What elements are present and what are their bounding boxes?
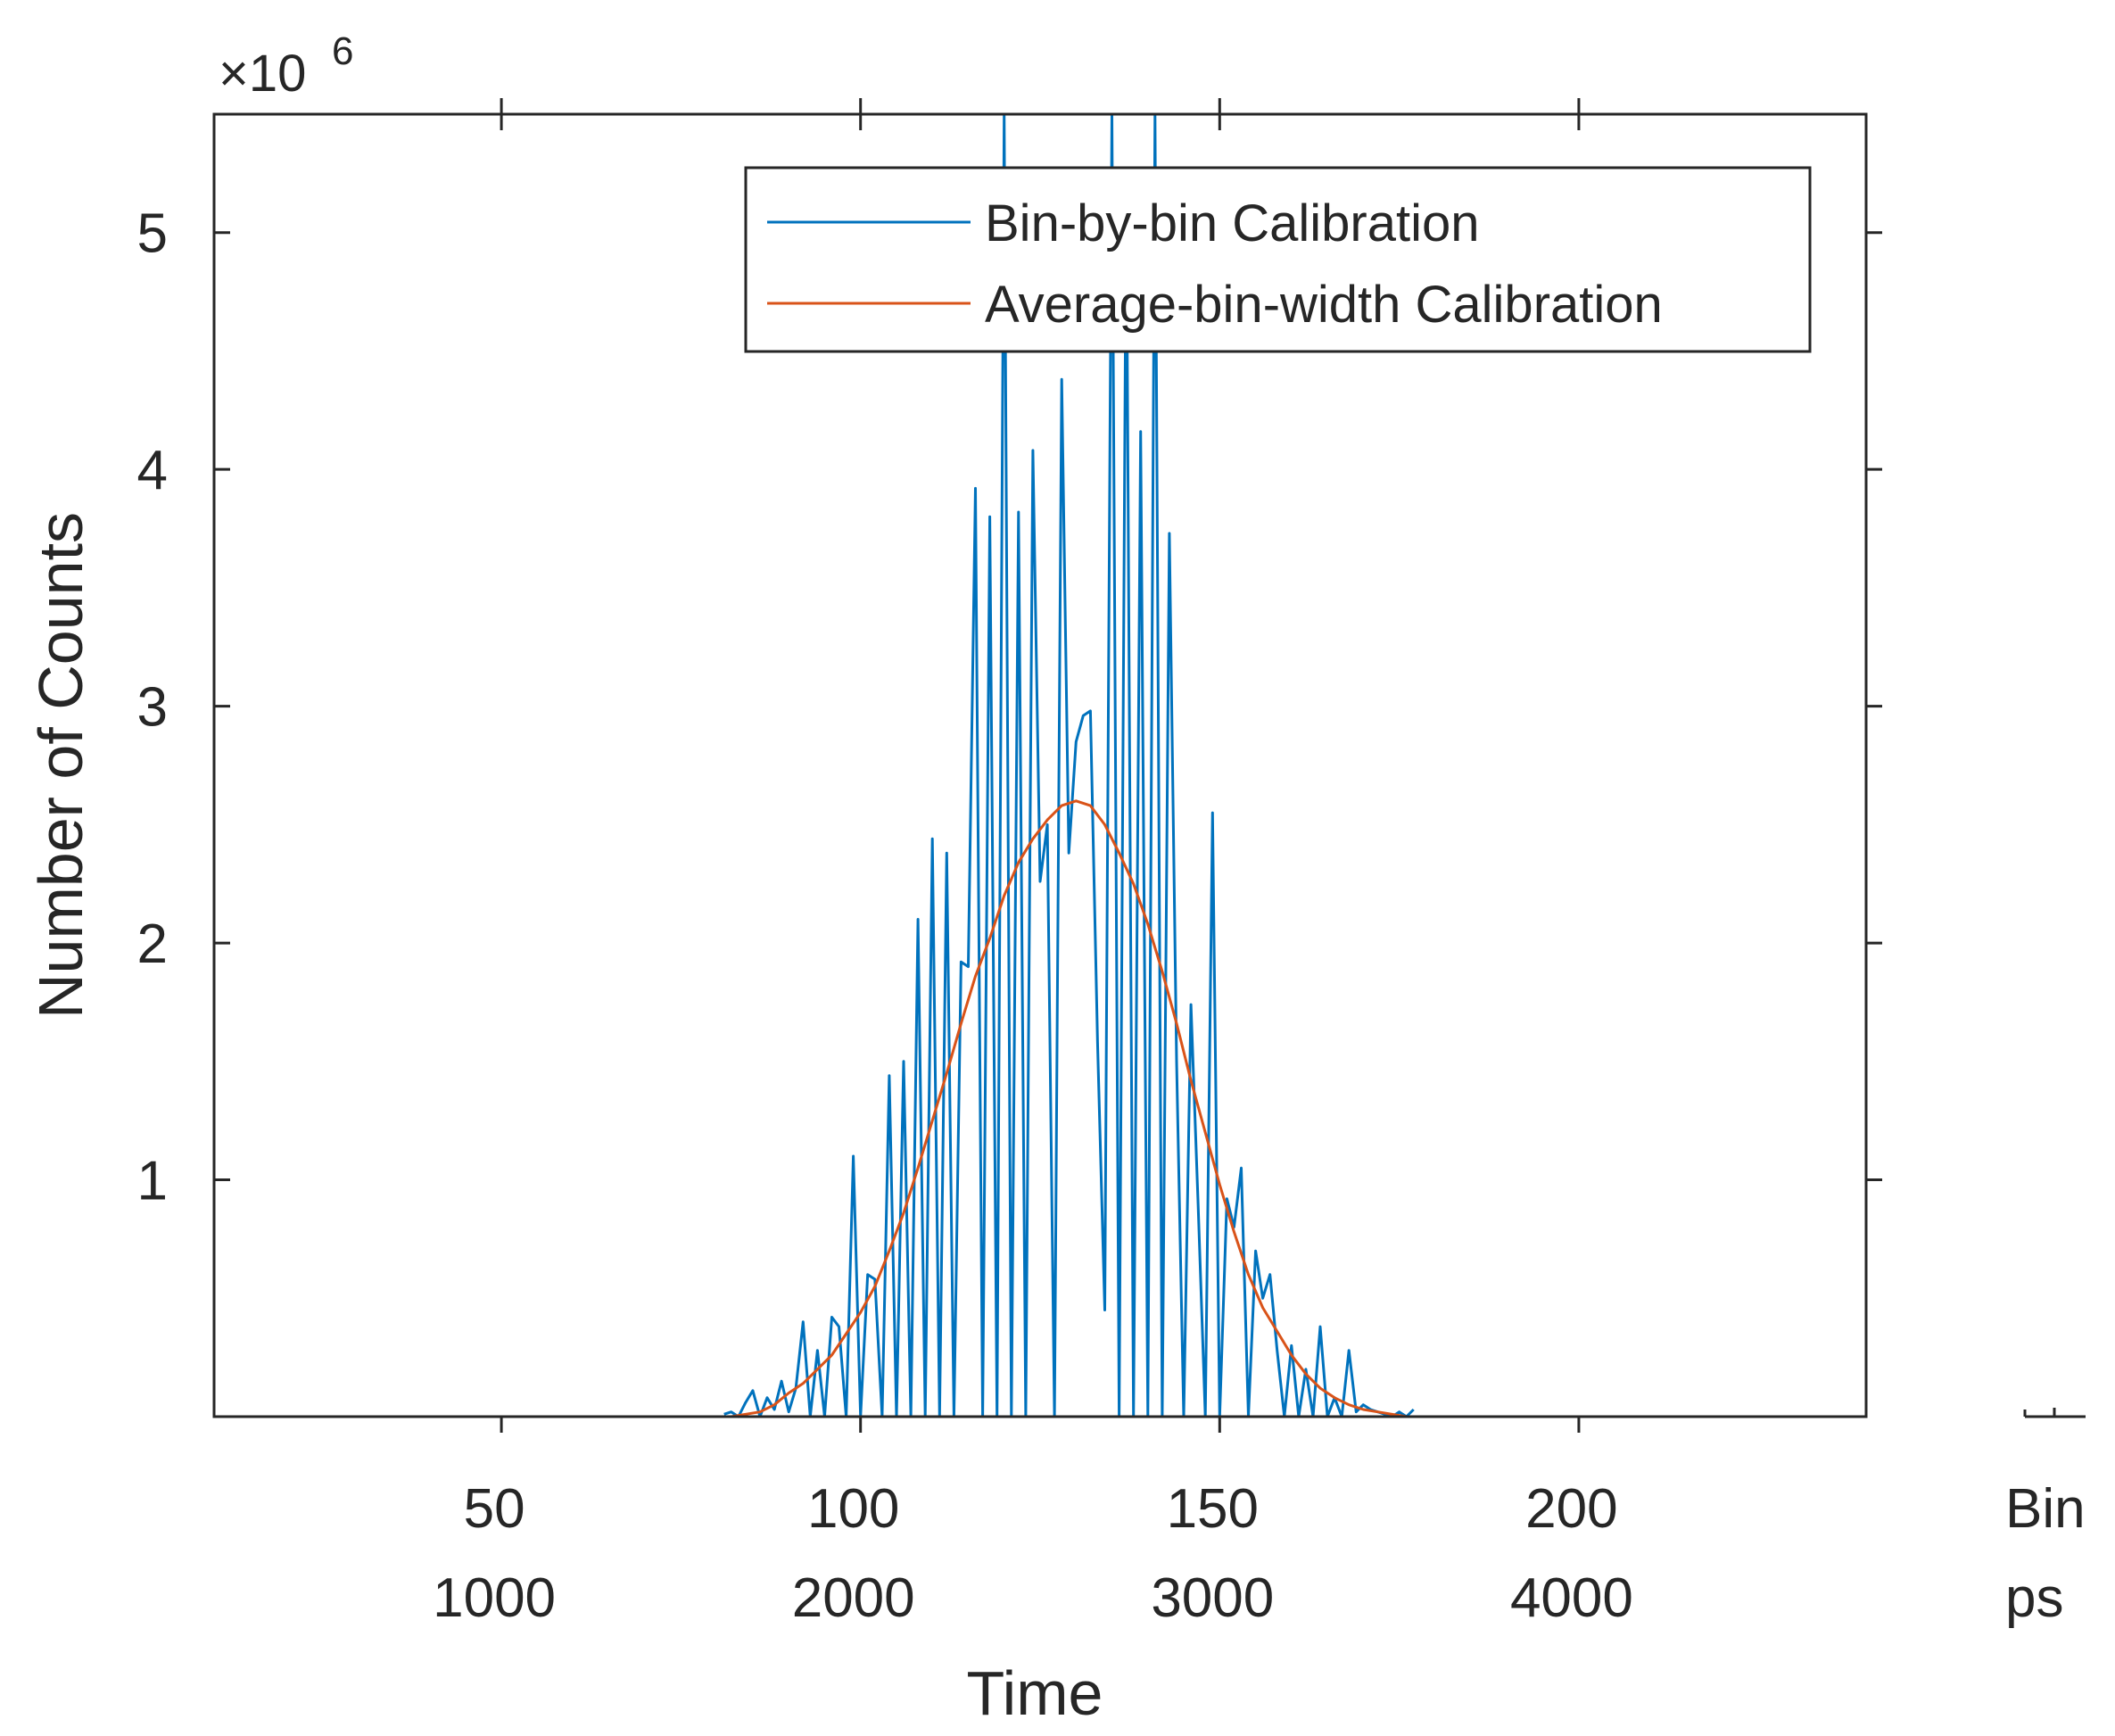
x-unit-ps: ps xyxy=(2005,1567,2063,1629)
legend-box xyxy=(744,166,1812,353)
x-tick-label-bin-0: 50 xyxy=(464,1478,525,1540)
axis-ticks xyxy=(214,98,1882,1433)
y-tick-label-0: 1 xyxy=(137,1151,168,1212)
x-tick-label-ps-3: 4000 xyxy=(1510,1567,1633,1629)
y-tick-label-1: 2 xyxy=(137,913,168,975)
legend-label-average: Average-bin-width Calibration xyxy=(985,276,1663,334)
tick-labels: 50 1000 100 2000 150 3000 200 4000 1 2 3 4 5 xyxy=(137,203,1633,1629)
x-tick-label-ps-1: 2000 xyxy=(792,1567,915,1629)
x-unit-bin: Bin xyxy=(2005,1478,2086,1540)
legend-label-bin-by-bin: Bin-by-bin Calibration xyxy=(985,194,1479,252)
x-tick-label-bin-2: 150 xyxy=(1167,1478,1259,1540)
legend: Bin-by-bin Calibration Average-bin-width… xyxy=(744,166,1812,353)
x-tick-label-ps-2: 3000 xyxy=(1151,1567,1274,1629)
y-axis-label: Number of Counts xyxy=(26,512,95,1019)
series-line-1 xyxy=(731,799,1407,1418)
y-tick-label-2: 3 xyxy=(137,677,168,739)
y-tick-label-3: 4 xyxy=(137,440,168,501)
x-tick-label-bin-1: 100 xyxy=(807,1478,899,1540)
y-exponent-prefix: ×10 xyxy=(219,45,306,103)
y-exponent: 6 xyxy=(332,29,353,73)
x-tick-label-bin-3: 200 xyxy=(1525,1478,1617,1540)
plot-frame xyxy=(212,112,1868,1418)
x-tick-label-ps-0: 1000 xyxy=(433,1567,556,1629)
x-axis-label: Time xyxy=(967,1658,1103,1728)
y-tick-label-4: 5 xyxy=(137,203,168,265)
